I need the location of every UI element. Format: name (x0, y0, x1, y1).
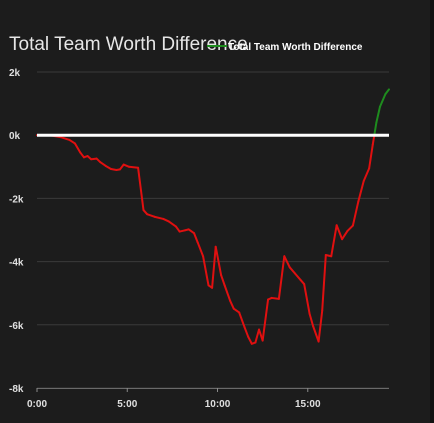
series-segment (223, 284, 232, 302)
series-segment (371, 134, 376, 146)
series-segment (335, 224, 344, 241)
series-segment (104, 164, 113, 171)
series-segment (196, 241, 205, 258)
series-segment (174, 225, 181, 233)
y-tick-label: -8k (9, 384, 24, 395)
x-tick-label: 5:00 (117, 399, 137, 410)
axis-layer: 2k 0k -2k -4k -6k -8k0:00 5:00 10:00 15:00 (9, 68, 389, 410)
series-segment (202, 255, 210, 287)
x-tick-label: 15:00 (295, 399, 321, 410)
series-segment (351, 200, 360, 227)
series-segment (153, 215, 165, 220)
series-segment (167, 220, 177, 228)
y-tick-label: -4k (9, 258, 24, 269)
y-tick-label: 2k (9, 68, 21, 79)
series-segment (317, 309, 324, 343)
series-segment (308, 312, 315, 328)
series-segment (288, 266, 297, 275)
series-segment (375, 105, 381, 124)
series-segment (341, 229, 349, 241)
series-segment (378, 93, 387, 108)
series-segment (214, 245, 223, 277)
series-segment (211, 245, 217, 289)
series-segment (384, 88, 390, 96)
series-segment (362, 167, 371, 183)
x-tick-label: 10:00 (205, 399, 231, 410)
series-segment (243, 326, 250, 338)
series-segment (270, 296, 280, 300)
legend-label: Total Team Worth Difference (228, 42, 363, 53)
series-segment (261, 298, 270, 342)
series-segment (238, 311, 246, 329)
series-segment (128, 165, 140, 169)
series-segment (277, 255, 286, 300)
series-segment (283, 255, 291, 269)
chart-title: Total Team Worth Difference (9, 34, 248, 55)
series-segment (373, 121, 378, 137)
series-segment (357, 180, 365, 203)
series-segment (220, 274, 226, 287)
y-tick-label: -2k (9, 194, 24, 205)
series-segment (229, 299, 235, 310)
series-segment (303, 283, 311, 315)
series-segment (254, 328, 261, 344)
series-segment (193, 232, 199, 244)
series-segment (68, 138, 76, 145)
y-tick-label: -6k (9, 321, 24, 332)
series-segment (73, 142, 82, 154)
series-segment (247, 335, 253, 345)
series-segment (368, 143, 374, 170)
series-segment (232, 307, 241, 314)
series-segment (137, 166, 145, 212)
series-segment (146, 213, 156, 218)
series-segment (294, 272, 302, 281)
series-segment (59, 136, 71, 141)
series-segment (187, 228, 196, 235)
series-segment (321, 253, 327, 312)
series-segment (99, 161, 107, 167)
legend[interactable]: Total Team Worth Difference (207, 42, 363, 53)
series-layer (36, 88, 390, 345)
x-tick-label: 0:00 (27, 399, 47, 410)
series-segment (330, 224, 338, 258)
y-tick-label: 0k (9, 131, 21, 142)
series-segment (312, 325, 320, 343)
series-segment (346, 224, 354, 232)
